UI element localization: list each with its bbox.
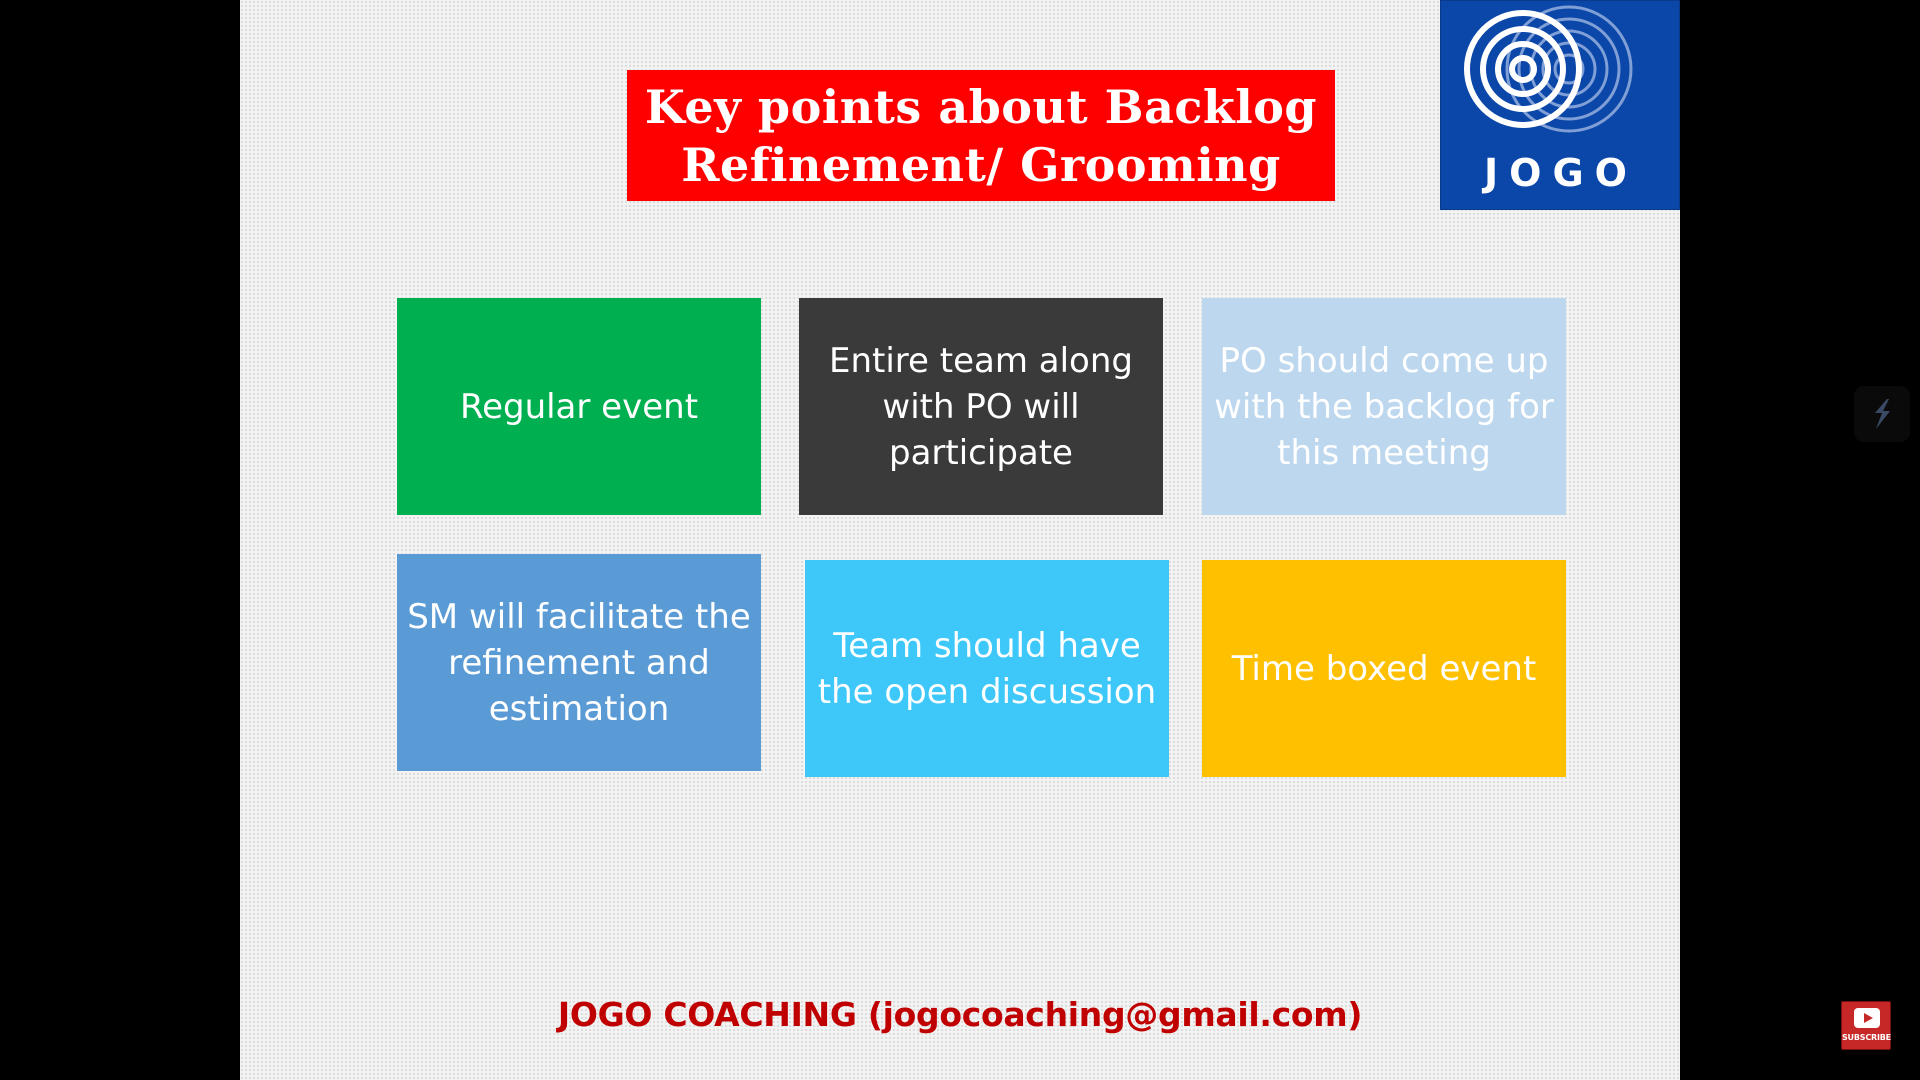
youtube-play-icon bbox=[1854, 1008, 1880, 1028]
key-point-card: Entire team along with PO will participa… bbox=[799, 298, 1163, 515]
key-point-text: Team should have the open discussion bbox=[817, 625, 1157, 712]
slide-title: Key points about Backlog Refinement/ Gro… bbox=[644, 79, 1318, 192]
key-point-text: Entire team along with PO will participa… bbox=[829, 340, 1133, 473]
jogo-logo: JOGO bbox=[1440, 0, 1680, 210]
slide-title-banner: Key points about Backlog Refinement/ Gro… bbox=[627, 70, 1335, 201]
key-point-card: Team should have the open discussion bbox=[805, 560, 1169, 777]
concentric-rings-icon bbox=[1464, 5, 1633, 133]
side-overlay-button[interactable] bbox=[1854, 386, 1910, 442]
key-point-text: Regular event bbox=[459, 386, 699, 427]
key-point-card: SM will facilitate the refinement and es… bbox=[397, 554, 761, 771]
subscribe-button[interactable]: SUBSCRIBE bbox=[1841, 1001, 1891, 1050]
subscribe-label: SUBSCRIBE bbox=[1842, 1033, 1891, 1042]
key-point-card: PO should come up with the backlog for t… bbox=[1202, 298, 1566, 515]
key-point-text: PO should come up with the backlog for t… bbox=[1214, 340, 1554, 473]
key-point-card: Regular event bbox=[397, 298, 761, 515]
presentation-slide: Key points about Backlog Refinement/ Gro… bbox=[240, 0, 1680, 1080]
slide-footer-contact: JOGO COACHING (jogocoaching@gmail.com) bbox=[557, 995, 1363, 1034]
key-point-text: SM will facilitate the refinement and es… bbox=[407, 596, 751, 729]
key-point-card: Time boxed event bbox=[1202, 560, 1566, 777]
logo-wordmark: JOGO bbox=[1484, 151, 1638, 195]
lightning-icon bbox=[1875, 399, 1890, 429]
key-point-text: Time boxed event bbox=[1231, 648, 1537, 689]
